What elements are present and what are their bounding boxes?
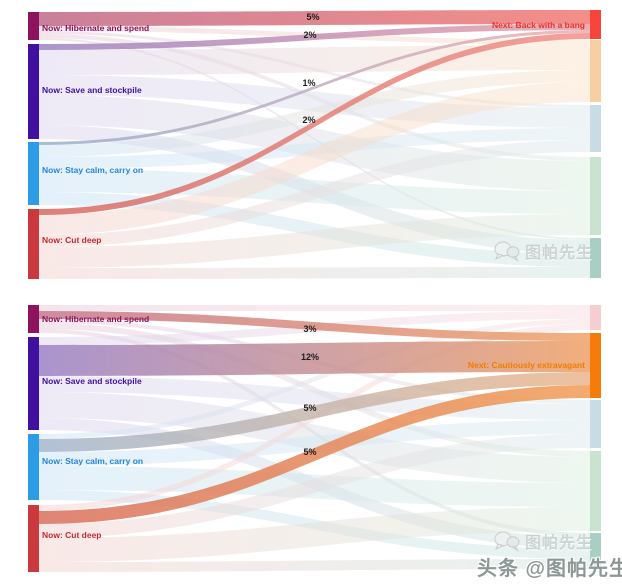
flow-percentage-label-back-with-a-bang-hibernate: 5% xyxy=(306,12,319,22)
sankey-node-cautiously-extravagant-cut-deep xyxy=(28,505,39,572)
sankey-node-cautiously-extravagant-save xyxy=(28,337,39,430)
sankey-node-back-with-a-bang-light-blue xyxy=(590,105,601,152)
sankey-flow-back-with-a-bang-cut-deep-to-peach xyxy=(39,82,590,235)
sankey-flow-back-with-a-bang-hibernate-to-back-with-a-bang xyxy=(39,10,590,26)
sankey-node-cautiously-extravagant-hibernate xyxy=(28,305,39,333)
sankey-flow-cautiously-extravagant-hibernate-to-pink xyxy=(39,305,590,311)
flow-percentage-label-back-with-a-bang-save: 2% xyxy=(303,30,316,40)
sankey-node-cautiously-extravagant-teal xyxy=(590,533,601,569)
sankey-flow-back-with-a-bang-save-to-peach xyxy=(39,45,590,75)
sankey-flow-cautiously-extravagant-stay-calm-to-pink xyxy=(39,319,590,439)
sankey-node-back-with-a-bang-cut-deep xyxy=(28,209,39,279)
flow-percentage-label-cautiously-extravagant-save: 12% xyxy=(301,352,319,362)
node-label-cautiously-extravagant-cautiously-extravagant: Next: Cautiously extravagant xyxy=(468,360,585,370)
node-label-back-with-a-bang-hibernate: Now: Hibernate and spend xyxy=(42,23,149,33)
node-label-cautiously-extravagant-hibernate: Now: Hibernate and spend xyxy=(42,314,149,324)
sankey-flow-cautiously-extravagant-cut-deep-to-green xyxy=(39,507,590,562)
sankey-node-back-with-a-bang-save xyxy=(28,44,39,139)
sankey-flow-cautiously-extravagant-stay-calm-to-light-blue xyxy=(39,420,590,466)
node-label-back-with-a-bang-save: Now: Save and stockpile xyxy=(42,85,142,95)
sankey-node-back-with-a-bang-stay-calm xyxy=(28,142,39,205)
sankey-node-cautiously-extravagant-light-blue xyxy=(590,400,601,448)
sankey-flow-back-with-a-bang-stay-calm-to-peach xyxy=(39,70,590,157)
node-label-back-with-a-bang-stay-calm: Now: Stay calm, carry on xyxy=(42,165,143,175)
flow-percentage-label-cautiously-extravagant-hibernate: 3% xyxy=(303,324,316,334)
node-label-back-with-a-bang-cut-deep: Now: Cut deep xyxy=(42,235,102,245)
sankey-node-back-with-a-bang-green xyxy=(590,157,601,235)
sankey-node-cautiously-extravagant-green xyxy=(590,451,601,531)
sankey-node-back-with-a-bang-back-with-a-bang xyxy=(590,10,601,39)
sankey-node-cautiously-extravagant-pink xyxy=(590,305,601,330)
flow-percentage-label-cautiously-extravagant-stay-calm: 5% xyxy=(303,403,316,413)
sankey-flow-back-with-a-bang-cut-deep-to-teal xyxy=(39,267,590,279)
sankey-flow-cautiously-extravagant-stay-calm-to-cautiously-extravagant xyxy=(39,372,590,452)
footer-credit: 头条 @图帕先生 xyxy=(477,558,622,580)
node-label-cautiously-extravagant-stay-calm: Now: Stay calm, carry on xyxy=(42,456,143,466)
sankey-flow-back-with-a-bang-save-to-back-with-a-bang xyxy=(39,24,590,50)
sankey-flow-back-with-a-bang-cut-deep-to-green xyxy=(39,214,590,268)
flow-percentage-label-cautiously-extravagant-cut-deep: 5% xyxy=(303,447,316,457)
sankey-flow-cautiously-extravagant-hibernate-to-cautiously-extravagant xyxy=(39,311,590,341)
node-label-cautiously-extravagant-cut-deep: Now: Cut deep xyxy=(42,530,102,540)
sankey-node-back-with-a-bang-teal xyxy=(590,238,601,278)
sankey-flow-back-with-a-bang-cut-deep-to-back-with-a-bang xyxy=(39,33,590,215)
sankey-flow-back-with-a-bang-stay-calm-to-back-with-a-bang xyxy=(39,30,590,145)
sankey-node-back-with-a-bang-hibernate xyxy=(28,12,39,40)
node-label-back-with-a-bang-back-with-a-bang: Next: Back with a bang xyxy=(492,20,585,30)
sankey-node-cautiously-extravagant-stay-calm xyxy=(28,434,39,500)
sankey-flow-cautiously-extravagant-cut-deep-to-light-blue xyxy=(39,434,590,538)
flow-percentage-label-back-with-a-bang-cut-deep: 2% xyxy=(302,115,315,125)
sankey-node-cautiously-extravagant-cautiously-extravagant xyxy=(590,333,601,398)
flow-percentage-label-back-with-a-bang-stay-calm: 1% xyxy=(302,78,315,88)
sankey-flow-cautiously-extravagant-cut-deep-to-cautiously-extravagant xyxy=(39,385,590,524)
sankey-flow-cautiously-extravagant-cut-deep-to-teal xyxy=(39,559,590,572)
sankey-flow-back-with-a-bang-cut-deep-to-light-blue xyxy=(39,140,590,247)
sankey-flow-cautiously-extravagant-save-to-cautiously-extravagant xyxy=(39,341,590,376)
node-label-cautiously-extravagant-save: Now: Save and stockpile xyxy=(42,376,142,386)
sankey-node-back-with-a-bang-peach xyxy=(590,40,601,102)
